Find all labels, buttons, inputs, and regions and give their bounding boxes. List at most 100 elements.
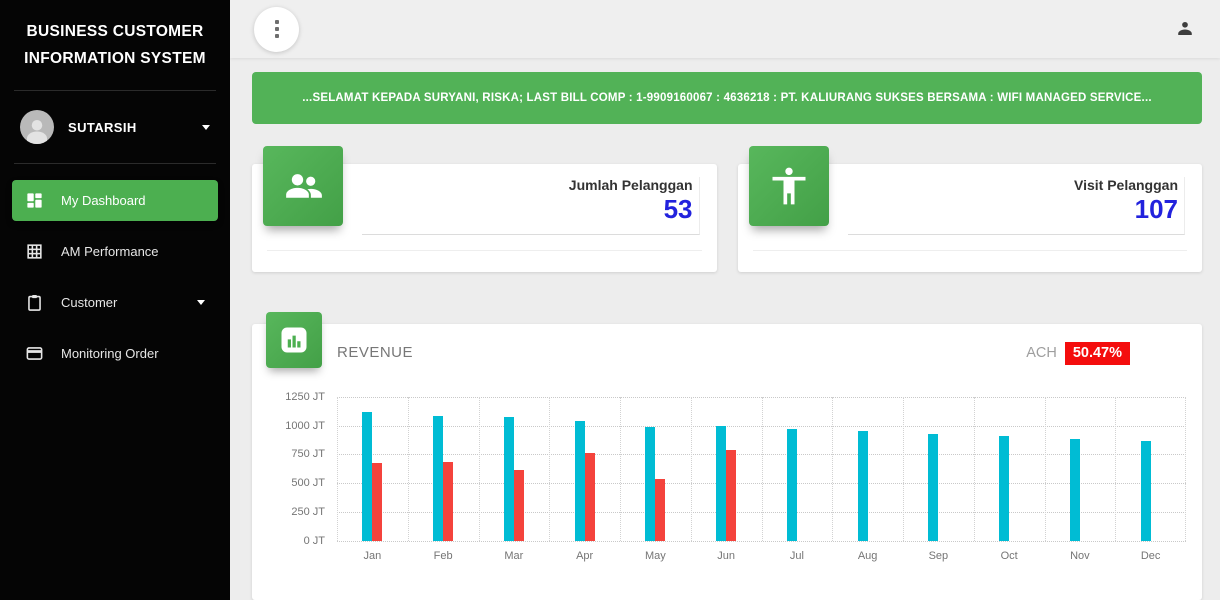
stat-value: 53 [663, 193, 693, 224]
stat-inner: Visit Pelanggan 107 [847, 176, 1185, 235]
chart-gridline-vertical [761, 396, 763, 541]
revenue-title: REVENUE [337, 343, 414, 361]
accessibility-person-icon [748, 145, 829, 226]
sidebar: BUSINESS CUSTOMER INFORMATION SYSTEM SUT… [0, 0, 230, 600]
chart-x-tick-label: Jul [789, 549, 804, 562]
chart-gridline-vertical [832, 396, 834, 541]
brand-title-line1: BUSINESS CUSTOMER [26, 23, 204, 40]
announcement-marquee: ...SELAMAT KEPADA SURYANI, RISKA; LAST B… [252, 72, 1202, 124]
stat-body: Visit Pelanggan 107 [847, 164, 1203, 235]
chart-bar-series-cyan-Nov [1069, 438, 1080, 541]
chart-gridline-vertical [1044, 396, 1046, 541]
chart-y-tick-label: 250 JT [291, 505, 325, 518]
chart-bar-series-cyan-Aug [857, 431, 868, 541]
chart-bar-series-cyan-Jul [786, 428, 797, 541]
sidebar-item-customer[interactable]: Customer [12, 282, 218, 323]
bar-chart-icon [266, 311, 322, 368]
sidebar-item-my-dashboard[interactable]: My Dashboard [12, 180, 218, 222]
people-group-icon [263, 145, 343, 226]
topbar [230, 0, 1220, 58]
chart-x-tick-label: Nov [1070, 549, 1090, 562]
revenue-chart-plot: 0 JT 250 JT 500 JT 750 JT 1000 JT 1250 JT Jan F… [285, 391, 1186, 562]
avatar [20, 110, 54, 145]
person-icon [1174, 18, 1196, 40]
chart-gridline-vertical [973, 396, 975, 541]
chart-y-tick-label: 500 JT [291, 477, 325, 490]
user-dropdown[interactable]: SUTARSIH [0, 93, 230, 161]
more-options-button[interactable] [254, 6, 299, 52]
chart-gridline-vertical [620, 396, 621, 541]
chart-gridline-vertical [903, 396, 904, 541]
announcement-text: ...SELAMAT KEPADA SURYANI, RISKA; LAST B… [302, 91, 1152, 104]
chart-bar-series-cyan-May [645, 427, 656, 541]
chart-x-tick-label: May [644, 549, 666, 562]
chart-x-tick-label: Apr [576, 549, 594, 562]
sidebar-item-label: My Dashboard [61, 193, 146, 209]
chart-bar-series-red-Jan [372, 462, 383, 541]
chart-bar-series-cyan-Apr [574, 421, 585, 541]
ach-indicator: ACH 50.47% [1026, 341, 1130, 365]
chart-y-tick-label: 750 JT [291, 448, 325, 461]
stat-label: Jumlah Pelanggan [568, 176, 693, 193]
dashboard-icon [25, 191, 44, 210]
chart-y-tick-label: 0 JT [303, 534, 325, 547]
sidebar-nav: My Dashboard AM Performance Customer M [0, 166, 230, 388]
grid-icon [25, 242, 44, 261]
stat-body: Jumlah Pelanggan 53 [362, 164, 717, 235]
revenue-card: REVENUE ACH 50.47% 0 JT 250 JT 500 JT 750 J… [252, 311, 1202, 600]
main-content: ...SELAMAT KEPADA SURYANI, RISKA; LAST B… [230, 0, 1220, 600]
chart-bar-series-red-Mar [513, 470, 524, 541]
chart-gridline-vertical [690, 396, 692, 541]
chart-bar-series-cyan-Jan [362, 411, 373, 541]
sidebar-item-am-performance[interactable]: AM Performance [12, 231, 218, 272]
sidebar-item-label: Customer [61, 295, 118, 311]
chart-bar-series-cyan-Jun [716, 426, 727, 541]
user-name: SUTARSIH [68, 119, 137, 135]
stat-value: 107 [1134, 193, 1178, 224]
chart-bar-series-cyan-Oct [999, 435, 1010, 541]
chart-bar-series-red-Apr [584, 452, 595, 541]
chart-bar-series-cyan-Dec [1140, 441, 1151, 541]
chart-bar-series-cyan-Feb [433, 415, 444, 541]
window-icon [25, 344, 44, 363]
brand-title-line2: INFORMATION SYSTEM [24, 50, 206, 68]
chart-x-tick-label: Dec [1140, 549, 1161, 562]
chart-bar-series-cyan-Sep [928, 434, 939, 541]
chart-x-tick-label: Aug [857, 549, 878, 562]
chart-gridline-vertical [337, 396, 338, 541]
sidebar-item-label: Monitoring Order [61, 346, 159, 362]
chart-x-tick-label: Mar [504, 549, 524, 562]
stat-inner: Jumlah Pelanggan 53 [362, 176, 700, 235]
chevron-down-icon [197, 300, 205, 306]
chart-gridline-vertical [1185, 396, 1186, 541]
chart-x-tick-label: Jun [717, 549, 735, 562]
clipboard-icon [25, 293, 44, 312]
stats-row: Jumlah Pelanggan 53 Visit Pelanggan 107 [252, 145, 1203, 272]
chart-gridline-vertical [478, 396, 480, 541]
chart-x-tick-label: Sep [928, 549, 949, 562]
stat-card-visit-pelanggan: Visit Pelanggan 107 [737, 145, 1203, 272]
account-button[interactable] [1174, 18, 1196, 40]
chart-bar-series-red-May [655, 478, 666, 541]
stat-label: Visit Pelanggan [1074, 176, 1178, 193]
sidebar-divider [14, 163, 216, 165]
chevron-down-icon [202, 124, 210, 130]
chart-y-tick-label: 1000 JT [285, 419, 325, 432]
sidebar-divider [14, 90, 216, 92]
chart-x-tick-label: Oct [1000, 549, 1018, 562]
chart-x-tick-label: Feb [433, 549, 453, 562]
chart-bar-series-cyan-Mar [503, 417, 514, 541]
brand-title: BUSINESS CUSTOMER INFORMATION SYSTEM [0, 0, 230, 88]
chart-y-tick-label: 1250 JT [285, 390, 325, 403]
stat-card-jumlah-pelanggan: Jumlah Pelanggan 53 [252, 145, 717, 272]
kebab-menu-icon [274, 20, 279, 24]
chart-bar-series-red-Jun [726, 450, 737, 541]
stat-footer-divider [752, 249, 1187, 251]
chart-gridline-vertical [407, 396, 409, 541]
stat-footer-divider [267, 249, 702, 251]
sidebar-item-monitoring-order[interactable]: Monitoring Order [12, 333, 218, 374]
chart-gridline-horizontal [337, 540, 1186, 542]
ach-label: ACH [1026, 345, 1057, 362]
sidebar-item-label: AM Performance [61, 244, 159, 260]
